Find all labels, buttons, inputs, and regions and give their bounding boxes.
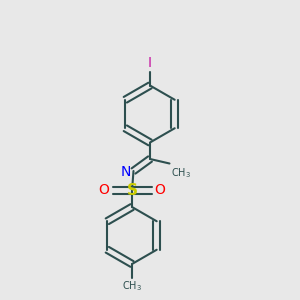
Text: O: O: [154, 184, 165, 197]
Text: CH$_3$: CH$_3$: [171, 166, 191, 180]
Text: N: N: [121, 166, 131, 179]
Text: S: S: [127, 183, 137, 198]
Text: O: O: [99, 184, 110, 197]
Text: I: I: [148, 56, 152, 70]
Text: CH$_3$: CH$_3$: [122, 279, 142, 293]
